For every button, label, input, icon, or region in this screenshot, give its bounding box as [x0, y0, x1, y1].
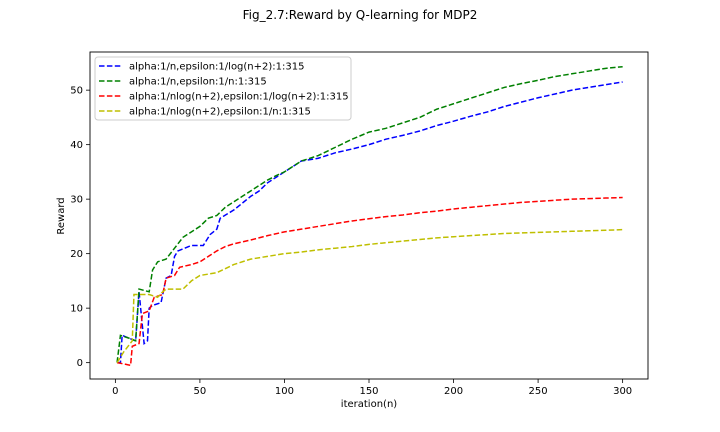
legend-label-2: alpha:1/n,epsilon:1/n:1:315: [129, 77, 267, 88]
legend-label-3: alpha:1/nlog(n+2),epsilon:1/log(n+2):1:3…: [129, 92, 349, 103]
x-tick-label: 50: [194, 386, 207, 397]
series-line-1: [117, 81, 623, 364]
legend-label-1: alpha:1/n,epsilon:1/log(n+2):1:315: [129, 62, 304, 73]
series-line-3: [116, 196, 623, 367]
x-tick-label: 150: [359, 386, 378, 397]
x-axis-label: iteration(n): [341, 399, 397, 410]
x-tick-label: 200: [444, 386, 463, 397]
y-axis: 0 10 20 30 40 50: [70, 86, 90, 369]
series-line-2: [116, 65, 623, 363]
y-tick-label: 50: [70, 86, 83, 97]
x-tick-label: 0: [112, 386, 118, 397]
series-layer: [116, 65, 623, 367]
legend-frame: [94, 56, 352, 121]
chart-title: Fig_2.7:Reward by Q-learning for MDP2: [243, 8, 478, 22]
legend-label-4: alpha:1/nlog(n+2),epsilon:1/n:1:315: [129, 107, 311, 118]
legend: alpha:1/n,epsilon:1/log(n+2):1:315 alpha:…: [94, 56, 352, 121]
y-tick-label: 30: [70, 195, 83, 206]
series-line-4: [116, 228, 623, 364]
x-axis: 0 50 100 150 200 250 300: [112, 379, 632, 397]
x-tick-label: 100: [275, 386, 294, 397]
y-axis-label: Reward: [56, 197, 67, 234]
y-tick-label: 40: [70, 140, 83, 151]
y-tick-label: 10: [70, 304, 83, 315]
y-tick-label: 0: [77, 358, 83, 369]
x-tick-label: 250: [529, 386, 548, 397]
y-tick-label: 20: [70, 249, 83, 260]
x-tick-label: 300: [613, 386, 632, 397]
